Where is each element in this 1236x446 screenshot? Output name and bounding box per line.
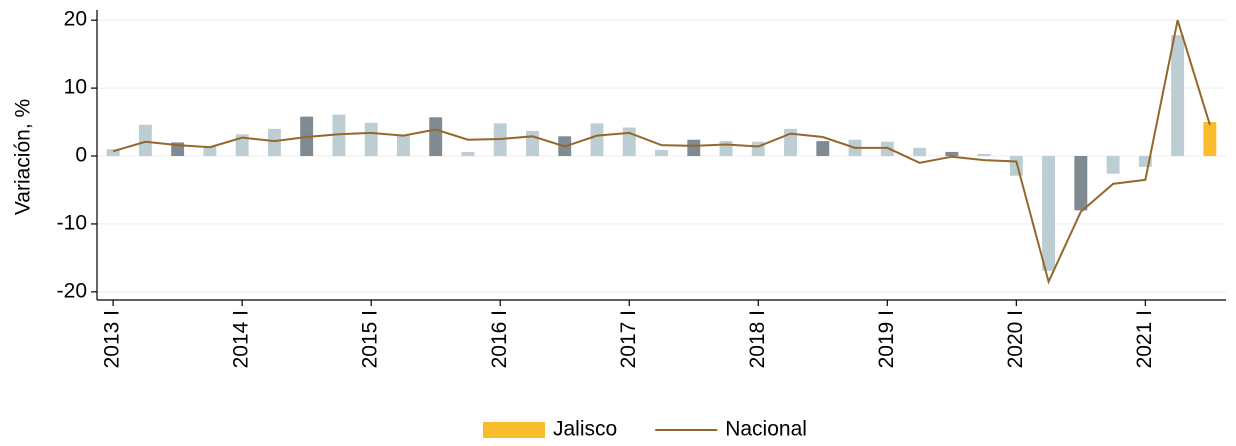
- bar: [719, 141, 733, 157]
- x-tick-label: 2014 I: [230, 310, 253, 368]
- y-tick-label: -10: [57, 211, 87, 234]
- x-tick-label: 2013 I: [101, 310, 124, 368]
- bar: [977, 153, 991, 157]
- bar: [1042, 156, 1056, 271]
- line: [112, 19, 1211, 285]
- bar: [1171, 35, 1185, 157]
- bar: [461, 151, 475, 157]
- x-tick-label: 2018 I: [746, 310, 769, 368]
- bar: [235, 134, 249, 157]
- bar: [396, 134, 410, 157]
- bar: [1138, 156, 1152, 167]
- legend-swatch: [483, 422, 545, 438]
- y-tick-label: 10: [64, 76, 87, 99]
- bar: [1203, 122, 1217, 157]
- bar: [1106, 156, 1120, 174]
- legend-label: Jalisco: [553, 418, 617, 441]
- bar: [106, 149, 120, 157]
- x-tick-label: 2020 I: [1004, 310, 1027, 368]
- bar: [203, 145, 217, 157]
- bar: [364, 122, 378, 157]
- x-tick-label: 2019 I: [875, 310, 898, 368]
- bar: [526, 130, 539, 157]
- bar: [655, 149, 668, 157]
- bar: [945, 151, 959, 157]
- bar: [590, 123, 604, 157]
- y-tick-label: 20: [64, 8, 87, 31]
- y-axis-label: Variación, %: [12, 99, 35, 215]
- bar: [913, 147, 927, 157]
- y-tick-label: -20: [57, 279, 87, 302]
- bar: [332, 114, 346, 157]
- x-tick-label: 2017 I: [617, 310, 640, 368]
- bar: [816, 141, 830, 157]
- x-tick-label: 2016 I: [488, 310, 511, 368]
- bar: [429, 117, 443, 157]
- bar: [267, 128, 281, 157]
- legend-label: Nacional: [725, 418, 807, 441]
- x-tick-label: 2015 I: [359, 310, 382, 368]
- bar: [1009, 156, 1023, 176]
- bar: [622, 127, 636, 157]
- bar: [1074, 156, 1088, 211]
- bar: [138, 124, 152, 157]
- bar: [687, 139, 701, 157]
- x-tick-label: 2021 I: [1133, 310, 1156, 368]
- y-tick-label: 0: [75, 144, 87, 167]
